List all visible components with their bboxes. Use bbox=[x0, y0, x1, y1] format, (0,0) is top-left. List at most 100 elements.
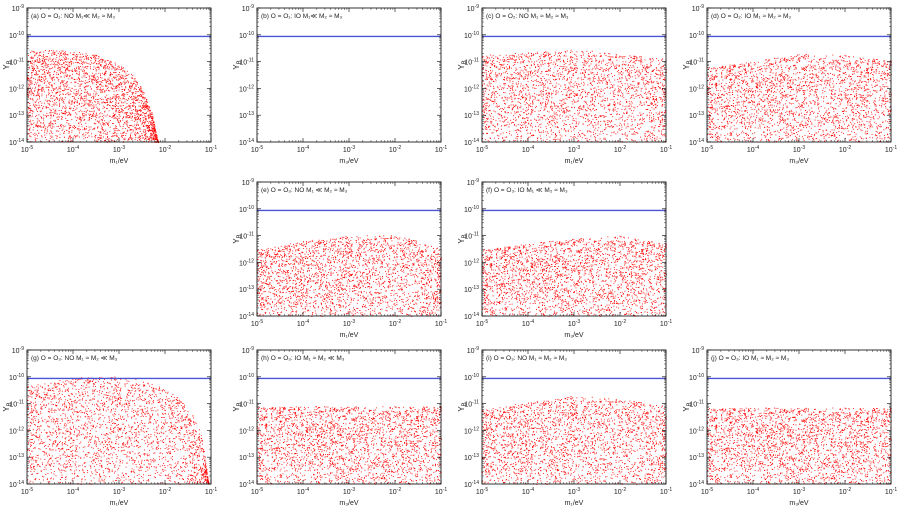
scatter-point bbox=[118, 78, 120, 80]
scatter-point bbox=[64, 85, 66, 87]
scatter-point bbox=[138, 137, 140, 139]
scatter-point bbox=[99, 132, 101, 133]
scatter-point bbox=[150, 132, 152, 134]
scatter-point bbox=[28, 107, 30, 109]
scatter-point bbox=[112, 139, 114, 141]
scatter-point bbox=[94, 135, 96, 136]
scatter-point bbox=[91, 78, 93, 80]
scatter-point bbox=[561, 103, 563, 105]
scatter-point bbox=[568, 71, 570, 73]
scatter-point bbox=[51, 123, 53, 125]
scatter-point bbox=[600, 100, 602, 102]
scatter-point bbox=[548, 121, 550, 123]
scatter-point bbox=[494, 137, 495, 139]
scatter-point bbox=[613, 103, 614, 105]
scatter-point bbox=[63, 84, 64, 86]
scatter-point bbox=[122, 70, 124, 72]
scatter-point bbox=[540, 107, 542, 109]
scatter-point bbox=[619, 91, 620, 93]
scatter-point bbox=[44, 62, 46, 64]
scatter-point bbox=[93, 104, 95, 106]
scatter-point bbox=[527, 65, 528, 66]
scatter-point bbox=[153, 138, 154, 140]
scatter-point bbox=[33, 105, 35, 106]
scatter-point bbox=[603, 76, 605, 78]
scatter-point bbox=[498, 105, 500, 107]
scatter-point bbox=[492, 119, 494, 120]
scatter-point bbox=[628, 73, 630, 75]
scatter-point bbox=[39, 54, 40, 56]
scatter-point bbox=[555, 93, 557, 95]
scatter-point bbox=[62, 81, 64, 82]
scatter-point bbox=[614, 104, 615, 105]
scatter-point bbox=[542, 130, 544, 132]
scatter-point bbox=[488, 126, 489, 128]
scatter-point bbox=[621, 96, 623, 98]
scatter-point bbox=[95, 79, 97, 81]
scatter-point bbox=[39, 61, 40, 63]
scatter-point bbox=[540, 102, 541, 104]
scatter-point bbox=[562, 98, 564, 100]
scatter-point bbox=[154, 124, 155, 125]
scatter-point bbox=[83, 116, 85, 118]
scatter-point bbox=[150, 133, 152, 135]
scatter-point bbox=[562, 111, 564, 112]
scatter-point bbox=[85, 80, 87, 82]
scatter-point bbox=[536, 94, 538, 96]
scatter-point bbox=[114, 98, 116, 100]
scatter-point bbox=[529, 104, 531, 106]
scatter-point bbox=[117, 129, 119, 131]
scatter-point bbox=[83, 103, 85, 105]
scatter-point bbox=[566, 124, 567, 126]
scatter-point bbox=[560, 106, 562, 108]
scatter-point bbox=[44, 131, 46, 133]
scatter-point bbox=[70, 89, 71, 91]
scatter-point bbox=[663, 96, 664, 98]
scatter-point bbox=[563, 78, 565, 80]
scatter-point bbox=[498, 118, 500, 119]
scatter-point bbox=[661, 119, 663, 121]
scatter-point bbox=[609, 120, 611, 122]
scatter-point bbox=[74, 81, 76, 83]
scatter-point bbox=[96, 98, 98, 100]
scatter-point bbox=[155, 128, 156, 130]
scatter-point bbox=[138, 128, 140, 130]
scatter-point bbox=[149, 113, 151, 115]
scatter-point bbox=[603, 138, 604, 140]
scatter-point bbox=[622, 115, 623, 117]
scatter-point bbox=[128, 116, 130, 118]
scatter-point bbox=[53, 115, 54, 117]
scatter-point bbox=[134, 95, 136, 97]
scatter-point bbox=[34, 54, 36, 56]
scatter-point bbox=[123, 94, 125, 96]
scatter-point bbox=[504, 120, 506, 122]
scatter-point bbox=[121, 94, 123, 96]
scatter-point bbox=[101, 128, 103, 130]
scatter-point bbox=[638, 94, 640, 96]
scatter-point bbox=[548, 63, 550, 65]
scatter-point bbox=[486, 124, 488, 126]
scatter-point bbox=[126, 123, 128, 125]
scatter-point bbox=[32, 70, 34, 72]
scatter-point bbox=[90, 100, 92, 101]
scatter-point bbox=[42, 114, 44, 116]
scatter-point bbox=[119, 78, 121, 80]
plot-frame-b bbox=[256, 7, 442, 143]
scatter-point bbox=[660, 82, 662, 84]
scatter-point bbox=[142, 104, 143, 106]
scatter-point bbox=[53, 120, 55, 122]
scatter-point bbox=[84, 129, 86, 131]
scatter-point bbox=[149, 113, 151, 115]
scatter-point bbox=[109, 100, 111, 102]
scatter-point bbox=[107, 101, 108, 103]
scatter-point bbox=[631, 88, 633, 89]
scatter-point bbox=[633, 55, 635, 57]
scatter-point bbox=[78, 123, 80, 125]
scatter-point bbox=[84, 114, 86, 116]
scatter-point bbox=[143, 113, 145, 115]
scatter-point bbox=[139, 89, 141, 91]
scatter-point bbox=[91, 62, 92, 64]
scatter-point bbox=[70, 125, 72, 126]
scatter-point bbox=[630, 57, 632, 59]
scatter-point bbox=[136, 96, 138, 98]
